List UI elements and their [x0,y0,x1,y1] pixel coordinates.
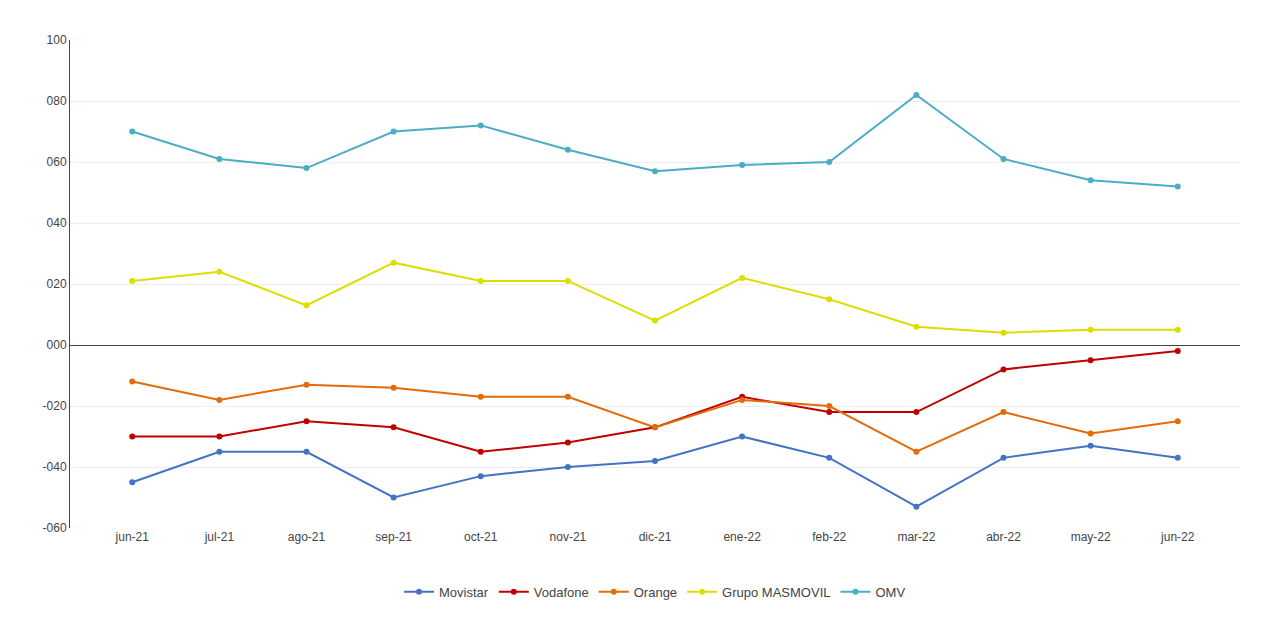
svg-text:mar-22: mar-22 [897,530,935,544]
svg-text:nov-21: nov-21 [550,530,587,544]
svg-text:020: 020 [47,277,67,291]
svg-text:100: 100 [47,33,67,47]
svg-text:OMV: OMV [875,585,905,600]
svg-text:ene-22: ene-22 [723,530,761,544]
svg-text:000: 000 [47,338,67,352]
svg-text:040: 040 [47,216,67,230]
svg-text:may-22: may-22 [1071,530,1111,544]
svg-text:jun-21: jun-21 [115,530,150,544]
svg-text:Vodafone: Vodafone [534,585,589,600]
svg-text:ago-21: ago-21 [288,530,326,544]
svg-text:Grupo MASMOVIL: Grupo MASMOVIL [722,585,830,600]
svg-text:oct-21: oct-21 [464,530,498,544]
svg-text:feb-22: feb-22 [812,530,846,544]
svg-text:060: 060 [47,155,67,169]
svg-text:jun-22: jun-22 [1160,530,1195,544]
svg-text:jul-21: jul-21 [204,530,235,544]
svg-text:abr-22: abr-22 [986,530,1021,544]
svg-text:080: 080 [47,94,67,108]
svg-text:sep-21: sep-21 [375,530,412,544]
svg-text:Orange: Orange [634,585,677,600]
svg-text:-060: -060 [43,521,67,535]
svg-text:-040: -040 [43,460,67,474]
svg-text:dic-21: dic-21 [639,530,672,544]
svg-text:-020: -020 [43,399,67,413]
svg-text:Movistar: Movistar [439,585,489,600]
